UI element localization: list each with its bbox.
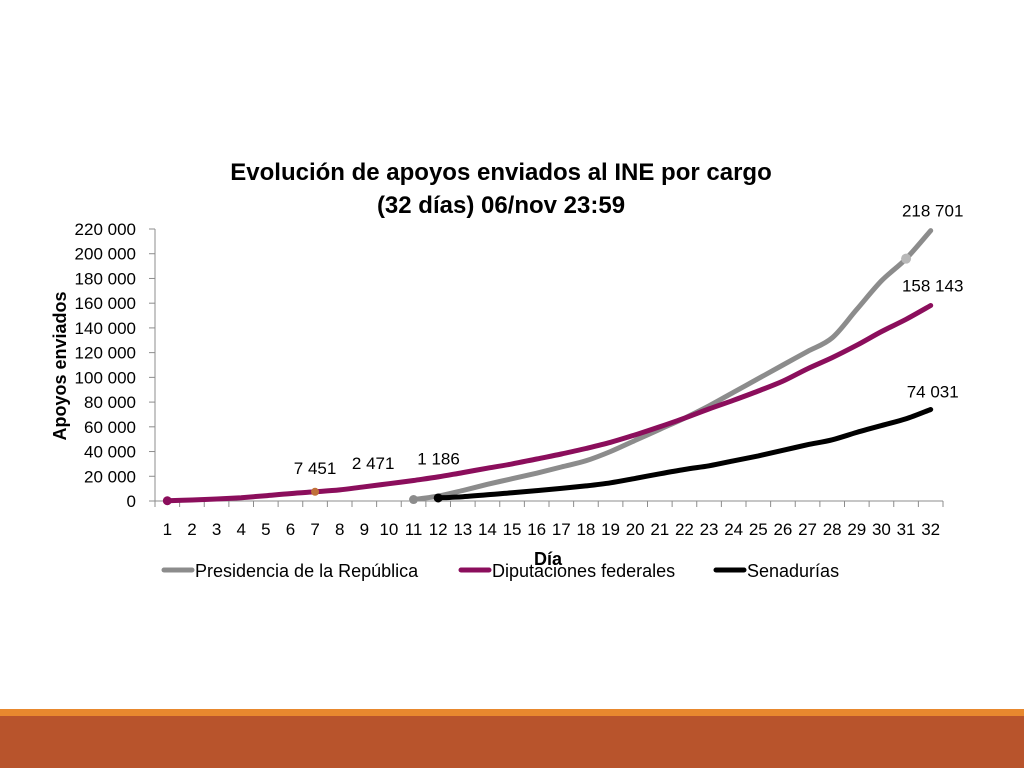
highlight-point-day7 [311,487,320,496]
x-tick-label: 22 [675,520,694,539]
x-tick-label: 1 [163,520,172,539]
x-axis-title: Día [534,549,563,569]
y-tick-label: 100 000 [75,368,136,387]
data-label: 7 451 [294,459,337,478]
y-tick-label: 220 000 [75,220,136,239]
data-label: 2 471 [352,454,395,473]
legend-label: Senadurías [747,561,839,581]
x-tick-label: 16 [527,520,546,539]
chart-title-line2: (32 días) 06/nov 23:59 [377,192,625,219]
x-tick-label: 25 [749,520,768,539]
series-start-point [409,495,419,505]
legend: Presidencia de la República Diputaciones … [161,561,839,581]
series-line-2 [435,407,934,501]
y-tick-label: 20 000 [84,467,136,486]
x-tick-label: 30 [872,520,891,539]
x-tick-label: 9 [360,520,369,539]
x-tick-label: 5 [261,520,270,539]
x-axis: 1 2 3 4 5 6 7 8 9 10 11 12 13 14 15 16 17 18 19 20 21 22 23 24 2… [154,500,944,539]
x-tick-label: 7 [310,520,319,539]
y-axis-title: Apoyos enviados [50,291,70,440]
x-tick-label: 4 [236,520,245,539]
data-label: 1 186 [417,450,460,469]
x-tick-label: 21 [650,520,669,539]
footer-band [0,716,1024,768]
footer-line [0,709,1024,716]
x-tick-label: 2 [187,520,196,539]
x-tick-label: 17 [552,520,571,539]
y-tick-label: 200 000 [75,245,136,264]
series-start-point [433,493,443,503]
x-tick-label: 27 [798,520,817,539]
series-layer [162,228,934,506]
x-tick-label: 19 [601,520,620,539]
x-tick-label: 28 [823,520,842,539]
y-tick-label: 140 000 [75,319,136,338]
x-tick-label: 6 [286,520,295,539]
series-start-point [162,496,172,506]
x-tick-label: 8 [335,520,344,539]
highlight-point-day31 [901,253,912,264]
y-tick-label: 60 000 [84,418,136,437]
data-labels: 7 451 2 471 1 186 218 701 158 143 74 031 [294,202,964,478]
x-tick-label: 32 [921,520,940,539]
x-tick-label: 12 [429,520,448,539]
x-tick-label: 26 [773,520,792,539]
x-tick-label: 15 [503,520,522,539]
x-tick-label: 24 [724,520,743,539]
x-tick-label: 11 [405,520,423,539]
x-tick-label: 31 [897,520,916,539]
y-tick-label: 180 000 [75,269,136,288]
x-tick-label: 3 [212,520,221,539]
series-line-0 [411,228,934,502]
y-tick-label: 40 000 [84,443,136,462]
y-tick-label: 120 000 [75,344,136,363]
series-line-1 [164,303,934,504]
x-tick-label: 18 [576,520,595,539]
x-tick-label: 13 [453,520,472,539]
x-tick-label: 20 [626,520,645,539]
x-tick-label: 23 [700,520,719,539]
x-tick-label: 29 [847,520,866,539]
chart-title-line1: Evolución de apoyos enviados al INE por … [230,159,771,186]
data-label: 74 031 [907,382,959,401]
y-tick-label: 80 000 [84,393,136,412]
x-tick-label: 14 [478,520,497,539]
y-tick-label: 160 000 [75,294,136,313]
y-tick-label: 0 [127,492,136,511]
data-label: 218 701 [902,202,963,221]
x-tick-label: 10 [379,520,398,539]
legend-label: Diputaciones federales [492,561,675,581]
data-label: 158 143 [902,276,963,295]
y-axis: 0 20 000 40 000 60 000 80 000 100 000 120 000 1… [75,220,156,511]
legend-label: Presidencia de la República [195,561,419,581]
